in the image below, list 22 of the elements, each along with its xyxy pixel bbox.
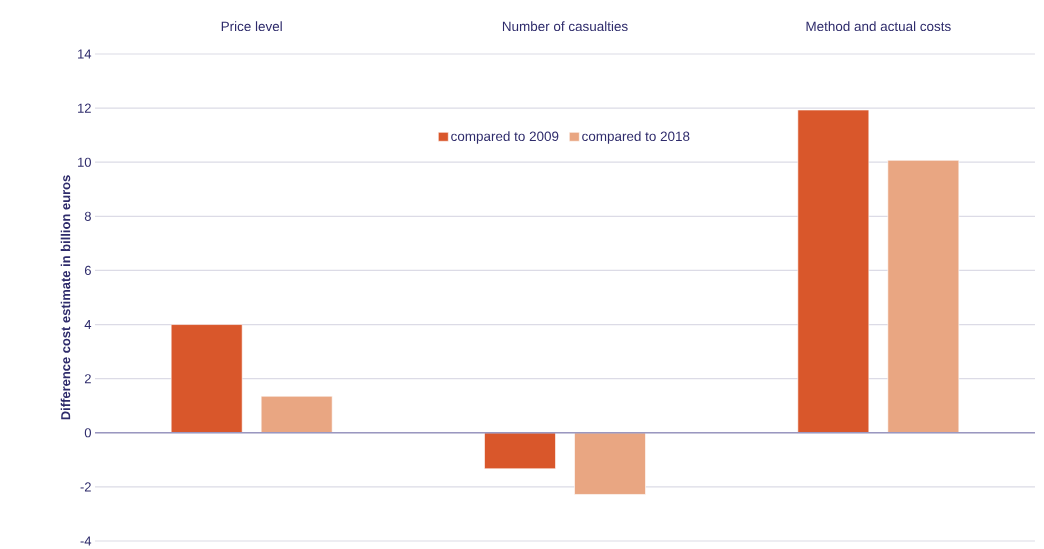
x-tick-label: Method and actual costs xyxy=(806,21,951,32)
bar xyxy=(797,109,870,434)
bar xyxy=(260,396,333,434)
y-tick-label: -4 xyxy=(80,536,92,546)
bar xyxy=(887,160,960,434)
y-tick-label: 14 xyxy=(78,49,92,59)
x-tick-label: Number of casualties xyxy=(502,21,628,32)
bar xyxy=(574,432,646,495)
y-tick-label: 10 xyxy=(78,157,91,167)
bar xyxy=(484,432,556,470)
y-tick-label: 4 xyxy=(84,320,92,330)
legend-label: compared to 2018 xyxy=(582,131,690,144)
y-tick-label: 12 xyxy=(78,103,91,113)
y-axis-title: Difference cost estimate in billion euros xyxy=(60,175,71,420)
bar xyxy=(170,324,243,434)
y-tick-label: 2 xyxy=(84,374,91,384)
y-tick-label: 6 xyxy=(84,265,91,276)
y-tick-label: -2 xyxy=(80,482,91,492)
y-tick-label: 8 xyxy=(84,211,91,222)
y-tick-label: 0 xyxy=(84,428,91,438)
legend-label: compared to 2009 xyxy=(451,131,559,144)
x-tick-label: Price level xyxy=(221,21,282,32)
